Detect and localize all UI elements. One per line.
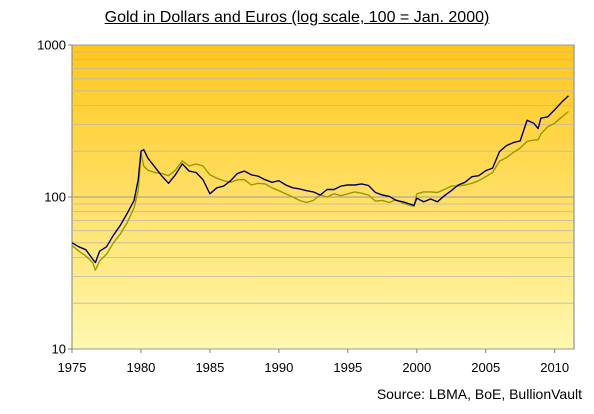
grid-layer (72, 44, 574, 350)
y-tick-label: 1000 (37, 38, 66, 53)
series-line-euros (71, 110, 569, 271)
chart-source: Source: LBMA, BoE, BullionVault (376, 386, 582, 402)
x-tick-label: 1990 (264, 360, 293, 375)
chart-title: Gold in Dollars and Euros (log scale, 10… (104, 9, 490, 26)
x-tick-label: 1985 (195, 360, 224, 375)
series-line-dollars (71, 95, 569, 264)
y-tick-label: 10 (52, 342, 66, 357)
x-tick-label: 2005 (471, 360, 500, 375)
x-tick-label: 1995 (333, 360, 362, 375)
x-tick-label: 2010 (540, 360, 569, 375)
x-tick-label: 1980 (126, 360, 155, 375)
y-tick-label: 100 (44, 190, 66, 205)
axis-layer: 10 100 1000 1975 1980 1985 1990 1995 2000 2005 201… (37, 38, 569, 376)
x-tick-label: 2000 (402, 360, 431, 375)
x-tick-label: 1975 (58, 360, 87, 375)
series-layer (71, 95, 569, 271)
